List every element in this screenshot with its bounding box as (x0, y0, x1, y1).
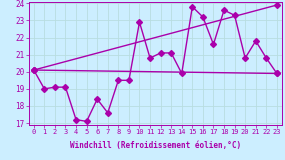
X-axis label: Windchill (Refroidissement éolien,°C): Windchill (Refroidissement éolien,°C) (70, 140, 241, 150)
